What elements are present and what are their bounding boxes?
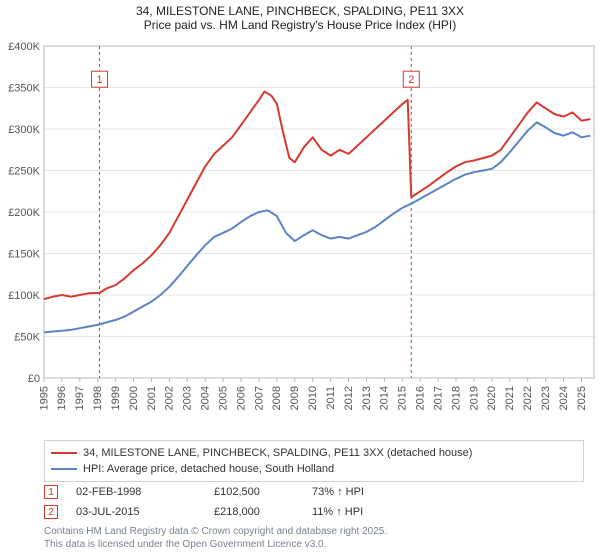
svg-text:£200K: £200K bbox=[8, 207, 40, 219]
svg-text:£250K: £250K bbox=[8, 166, 40, 178]
table-row: 2 03-JUL-2015 £218,000 11% ↑ HPI bbox=[44, 502, 584, 522]
svg-text:2013: 2013 bbox=[361, 386, 373, 410]
svg-text:£400K: £400K bbox=[8, 41, 40, 53]
svg-text:2004: 2004 bbox=[200, 386, 212, 410]
svg-text:1995: 1995 bbox=[38, 386, 50, 410]
chart-plot-area: £0 £50K £100K £150K £200K £250K £300K £350K £400… bbox=[0, 38, 600, 438]
table-row: 1 02-FEB-1998 £102,500 73% ↑ HPI bbox=[44, 482, 584, 502]
svg-text:2003: 2003 bbox=[182, 386, 194, 410]
svg-text:2025: 2025 bbox=[576, 386, 588, 410]
legend-swatch-property bbox=[51, 452, 77, 454]
transaction-date: 02-FEB-1998 bbox=[76, 486, 196, 498]
transaction-table: 1 02-FEB-1998 £102,500 73% ↑ HPI 2 03-JU… bbox=[44, 482, 584, 522]
svg-text:2015: 2015 bbox=[397, 386, 409, 410]
svg-text:£100K: £100K bbox=[8, 290, 40, 302]
svg-text:2019: 2019 bbox=[468, 386, 480, 410]
svg-text:2017: 2017 bbox=[432, 386, 444, 410]
svg-text:2018: 2018 bbox=[450, 386, 462, 410]
chart-title: 34, MILESTONE LANE, PINCHBECK, SPALDING,… bbox=[0, 0, 600, 34]
svg-text:2022: 2022 bbox=[522, 386, 534, 410]
legend-label: HPI: Average price, detached house, Sout… bbox=[83, 463, 334, 475]
transaction-marker-icon: 1 bbox=[44, 485, 58, 499]
svg-text:2023: 2023 bbox=[540, 386, 552, 410]
svg-text:2006: 2006 bbox=[235, 386, 247, 410]
svg-text:£350K: £350K bbox=[8, 83, 40, 95]
svg-text:2024: 2024 bbox=[558, 386, 570, 410]
svg-text:2012: 2012 bbox=[343, 386, 355, 410]
legend-label: 34, MILESTONE LANE, PINCHBECK, SPALDING,… bbox=[83, 447, 472, 459]
footer-attribution: Contains HM Land Registry data © Crown c… bbox=[44, 526, 584, 551]
transaction-hpi: 11% ↑ HPI bbox=[312, 506, 412, 518]
svg-text:2021: 2021 bbox=[504, 386, 516, 410]
chart-container: 34, MILESTONE LANE, PINCHBECK, SPALDING,… bbox=[0, 0, 600, 560]
svg-text:2009: 2009 bbox=[289, 386, 301, 410]
svg-text:1997: 1997 bbox=[74, 386, 86, 410]
svg-text:2007: 2007 bbox=[253, 386, 265, 410]
svg-text:2011: 2011 bbox=[325, 386, 337, 410]
title-line-2: Price paid vs. HM Land Registry's House … bbox=[0, 18, 600, 32]
footer-line-1: Contains HM Land Registry data © Crown c… bbox=[44, 526, 584, 539]
svg-text:£0: £0 bbox=[28, 373, 40, 385]
legend-row: HPI: Average price, detached house, Sout… bbox=[51, 461, 577, 477]
chart-svg: £0 £50K £100K £150K £200K £250K £300K £350K £400… bbox=[0, 38, 600, 438]
title-line-1: 34, MILESTONE LANE, PINCHBECK, SPALDING,… bbox=[0, 4, 600, 18]
svg-text:2016: 2016 bbox=[415, 386, 427, 410]
svg-text:2014: 2014 bbox=[379, 386, 391, 410]
transaction-price: £218,000 bbox=[214, 506, 294, 518]
svg-text:2002: 2002 bbox=[164, 386, 176, 410]
svg-text:1996: 1996 bbox=[56, 386, 68, 410]
legend: 34, MILESTONE LANE, PINCHBECK, SPALDING,… bbox=[44, 440, 584, 482]
transaction-marker-icon: 2 bbox=[44, 505, 58, 519]
legend-row: 34, MILESTONE LANE, PINCHBECK, SPALDING,… bbox=[51, 445, 577, 461]
transaction-price: £102,500 bbox=[214, 486, 294, 498]
svg-text:£50K: £50K bbox=[14, 332, 40, 344]
svg-text:£300K: £300K bbox=[8, 124, 40, 136]
svg-text:2001: 2001 bbox=[146, 386, 158, 410]
svg-text:1999: 1999 bbox=[110, 386, 122, 410]
svg-text:2005: 2005 bbox=[217, 386, 229, 410]
transaction-date: 03-JUL-2015 bbox=[76, 506, 196, 518]
svg-text:£150K: £150K bbox=[8, 249, 40, 261]
svg-text:1998: 1998 bbox=[92, 386, 104, 410]
svg-text:2020: 2020 bbox=[486, 386, 498, 410]
svg-text:2008: 2008 bbox=[271, 386, 283, 410]
svg-text:2: 2 bbox=[408, 74, 414, 86]
legend-swatch-hpi bbox=[51, 468, 77, 470]
transaction-hpi: 73% ↑ HPI bbox=[312, 486, 412, 498]
svg-text:2010: 2010 bbox=[307, 386, 319, 410]
svg-text:1: 1 bbox=[96, 74, 102, 86]
svg-text:2000: 2000 bbox=[128, 386, 140, 410]
footer-line-2: This data is licensed under the Open Gov… bbox=[44, 539, 584, 552]
